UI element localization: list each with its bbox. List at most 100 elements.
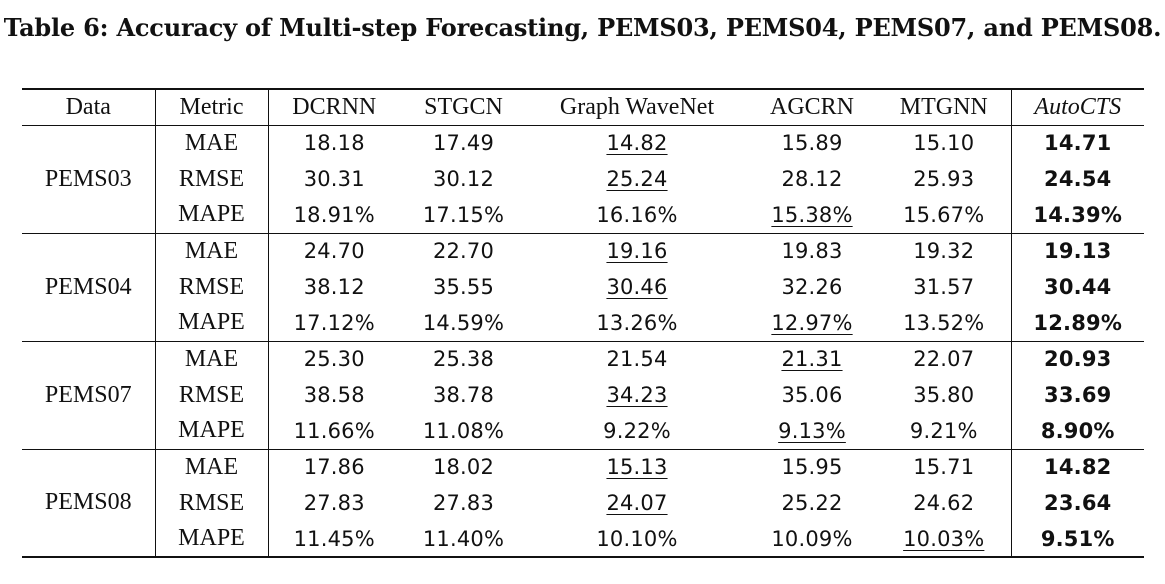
cell-stgcn: 30.12 <box>432 167 495 191</box>
cell-stgcn: 11.08% <box>400 413 527 450</box>
metric-label: MAPE <box>155 521 269 558</box>
cell-mtgnn: 19.32 <box>877 233 1012 269</box>
metric-label: MAPE <box>155 305 269 342</box>
cell-mtgnn: 13.52% <box>877 305 1012 342</box>
cell-graph-wavenet: 30.46 <box>606 275 668 299</box>
cell-agcrn: 10.09% <box>747 521 877 558</box>
dataset-label: PEMS04 <box>22 233 156 342</box>
cell-agcrn: 19.83 <box>781 239 843 264</box>
metric-label: RMSE <box>155 269 269 305</box>
table-row: MAPE 17.12% 14.59% 13.26% 12.97% 13.52% … <box>22 305 1144 342</box>
table-row: PEMS04 MAE 24.70 22.70 19.16 19.83 19.32… <box>22 233 1144 342</box>
header-agcrn: AGCRN <box>747 88 877 126</box>
metric-label: MAE <box>155 233 269 269</box>
cell-mtgnn: 15.10 <box>877 125 1012 161</box>
cell-stgcn: 18.02 <box>432 455 495 480</box>
cell-stgcn: 17.49 <box>432 131 495 156</box>
cell-autocts: 12.89% <box>1011 305 1144 342</box>
cell-dcrnn: 38.12 <box>303 275 365 299</box>
cell-graph-wavenet: 24.07 <box>606 491 668 515</box>
cell-agcrn: 35.06 <box>781 383 843 407</box>
header-mtgnn: MTGNN <box>877 88 1012 126</box>
cell-graph-wavenet: 15.13 <box>606 455 668 480</box>
table-caption: Table 6: Accuracy of Multi-step Forecast… <box>3 13 1162 42</box>
cell-dcrnn: 27.83 <box>303 491 365 515</box>
header-stgcn: STGCN <box>400 88 527 126</box>
table-row: MAPE 11.66% 11.08% 9.22% 9.13% 9.21% 8.9… <box>22 413 1144 450</box>
cell-stgcn: 25.38 <box>432 347 495 372</box>
cell-dcrnn: 30.31 <box>303 167 365 191</box>
cell-mtgnn: 9.21% <box>877 413 1012 450</box>
cell-dcrnn: 11.45% <box>268 521 400 558</box>
cell-agcrn: 21.31 <box>781 347 843 372</box>
table-row: PEMS07 MAE 25.30 25.38 21.54 21.31 22.07… <box>22 341 1144 450</box>
cell-dcrnn: 24.70 <box>303 239 365 264</box>
cell-agcrn: 9.13% <box>747 413 877 450</box>
metric-label: MAPE <box>155 413 269 450</box>
cell-autocts: 30.44 <box>1044 275 1112 299</box>
cell-autocts: 33.69 <box>1044 383 1112 407</box>
table-row: MAPE 18.91% 17.15% 16.16% 15.38% 15.67% … <box>22 197 1144 234</box>
cell-autocts: 14.71 <box>1044 131 1112 156</box>
cell-graph-wavenet: 9.22% <box>527 413 747 450</box>
cell-agcrn: 15.38% <box>747 197 877 234</box>
cell-graph-wavenet: 19.16 <box>606 239 668 264</box>
cell-mtgnn: 35.80 <box>877 377 1012 413</box>
table-row: RMSE 30.31 30.12 25.24 28.12 25.93 24.54 <box>22 161 1144 197</box>
header-metric: Metric <box>155 88 269 126</box>
cell-autocts: 8.90% <box>1011 413 1144 450</box>
cell-mtgnn: 22.07 <box>877 341 1012 377</box>
cell-dcrnn: 17.86 <box>303 455 365 480</box>
cell-graph-wavenet: 34.23 <box>606 383 668 407</box>
cell-autocts: 19.13 <box>1044 239 1112 264</box>
header-data: Data <box>22 88 156 126</box>
header-graph-wavenet: Graph WaveNet <box>527 88 747 126</box>
cell-graph-wavenet: 21.54 <box>606 347 668 372</box>
cell-autocts: 20.93 <box>1044 347 1112 372</box>
cell-dcrnn: 18.91% <box>268 197 400 234</box>
table-row: RMSE 38.12 35.55 30.46 32.26 31.57 30.44 <box>22 269 1144 305</box>
cell-dcrnn: 11.66% <box>268 413 400 450</box>
table-row: PEMS08 MAE 17.86 18.02 15.13 15.95 15.71… <box>22 449 1144 558</box>
cell-graph-wavenet: 10.10% <box>527 521 747 558</box>
cell-agcrn: 28.12 <box>781 167 843 191</box>
table-row: PEMS03 MAE 18.18 17.49 14.82 15.89 15.10… <box>22 125 1144 234</box>
cell-autocts: 23.64 <box>1044 491 1112 515</box>
cell-dcrnn: 25.30 <box>303 347 365 372</box>
cell-stgcn: 17.15% <box>400 197 527 234</box>
header-autocts: AutoCTS <box>1011 88 1144 126</box>
header-row: Data Metric DCRNN STGCN Graph WaveNet AG… <box>22 88 1144 126</box>
cell-agcrn: 12.97% <box>747 305 877 342</box>
cell-dcrnn: 17.12% <box>268 305 400 342</box>
metric-label: RMSE <box>155 377 269 413</box>
cell-autocts: 9.51% <box>1011 521 1144 558</box>
cell-stgcn: 35.55 <box>432 275 495 299</box>
cell-stgcn: 11.40% <box>400 521 527 558</box>
cell-autocts: 14.39% <box>1011 197 1144 234</box>
metric-label: RMSE <box>155 485 269 521</box>
cell-mtgnn: 15.71 <box>877 449 1012 485</box>
metric-label: RMSE <box>155 161 269 197</box>
cell-mtgnn: 24.62 <box>877 485 1012 521</box>
cell-agcrn: 15.89 <box>781 131 843 156</box>
metric-label: MAE <box>155 125 269 161</box>
results-table: Data Metric DCRNN STGCN Graph WaveNet AG… <box>22 88 1144 558</box>
dataset-label: PEMS08 <box>22 449 156 558</box>
header-dcrnn: DCRNN <box>268 88 400 126</box>
cell-graph-wavenet: 16.16% <box>527 197 747 234</box>
table-row: MAPE 11.45% 11.40% 10.10% 10.09% 10.03% … <box>22 521 1144 558</box>
cell-dcrnn: 38.58 <box>303 383 365 407</box>
cell-agcrn: 25.22 <box>781 491 843 515</box>
cell-agcrn: 15.95 <box>781 455 843 480</box>
cell-graph-wavenet: 25.24 <box>606 167 668 191</box>
cell-mtgnn: 31.57 <box>877 269 1012 305</box>
cell-agcrn: 32.26 <box>781 275 843 299</box>
cell-mtgnn: 10.03% <box>877 521 1012 558</box>
cell-stgcn: 14.59% <box>400 305 527 342</box>
cell-graph-wavenet: 14.82 <box>606 131 668 156</box>
cell-mtgnn: 15.67% <box>877 197 1012 234</box>
cell-autocts: 24.54 <box>1044 167 1112 191</box>
table-row: RMSE 27.83 27.83 24.07 25.22 24.62 23.64 <box>22 485 1144 521</box>
cell-dcrnn: 18.18 <box>303 131 365 156</box>
dataset-label: PEMS03 <box>22 125 156 234</box>
